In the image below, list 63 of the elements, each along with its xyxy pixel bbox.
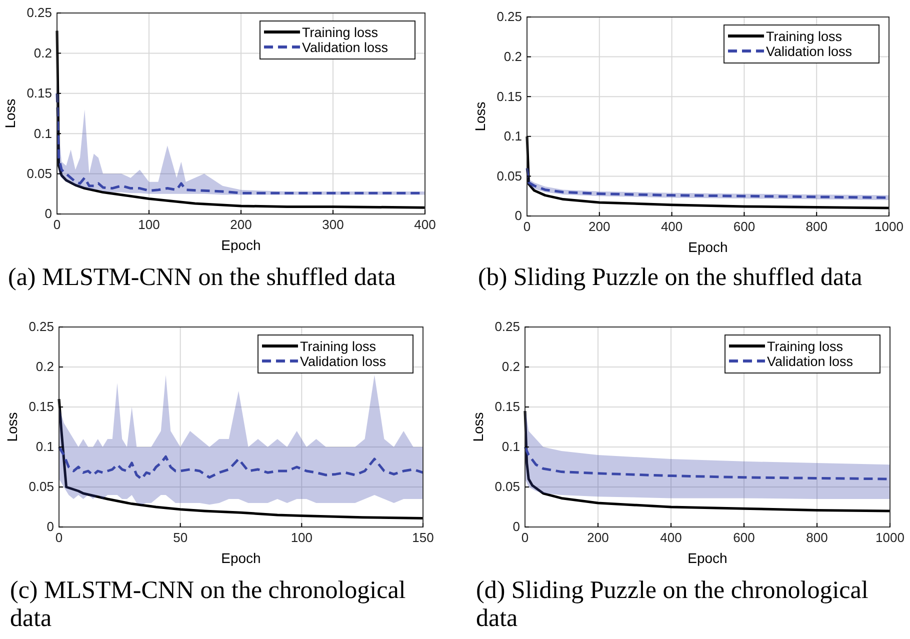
- y-tick-label: 0.15: [496, 88, 522, 104]
- x-tick-label: 800: [806, 530, 828, 546]
- x-tick-label: 1000: [874, 219, 904, 234]
- x-tick-label: 200: [587, 530, 609, 546]
- x-tick-label: 100: [290, 530, 313, 546]
- x-tick-label: 300: [322, 217, 344, 232]
- x-axis-title: Epoch: [221, 550, 261, 566]
- text: (c) MLSTM-CNN on the chronological data: [10, 577, 406, 632]
- x-axis-title: Epoch: [221, 237, 261, 253]
- y-tick-label: 0.05: [494, 479, 520, 494]
- x-tick-label: 600: [733, 219, 756, 234]
- y-tick-label: 0: [512, 519, 520, 534]
- x-tick-label: 150: [412, 530, 434, 546]
- line-series: [58, 398, 424, 520]
- x-tick-label: 400: [414, 217, 436, 232]
- legend-label: Training loss: [766, 29, 842, 44]
- y-tick-label: 0.15: [28, 399, 54, 414]
- x-axis-title: Epoch: [688, 550, 728, 566]
- y-axis-title: Loss: [472, 102, 488, 132]
- legend-label: Training loss: [767, 339, 844, 354]
- x-tick-label: 400: [660, 530, 682, 546]
- y-tick-label: 0.25: [28, 319, 54, 334]
- y-tick-label: 0.25: [496, 9, 522, 24]
- legend-label: Validation loss: [300, 354, 386, 369]
- y-tick-label: 0.15: [494, 399, 520, 414]
- y-tick-label: 0.05: [496, 168, 522, 184]
- x-axis-title: Epoch: [688, 239, 728, 255]
- y-tick-label: 0.25: [494, 319, 520, 334]
- x-tick-label: 200: [230, 217, 252, 232]
- line-series: [58, 446, 424, 480]
- y-tick-label: 0.1: [502, 439, 520, 454]
- legend-label: Validation loss: [767, 354, 854, 369]
- y-tick-label: 0.1: [36, 439, 54, 454]
- x-tick-label: 1000: [876, 530, 904, 546]
- text: (a) MLSTM-CNN on the shuffled data: [8, 264, 396, 291]
- x-tick-label: 100: [138, 217, 160, 232]
- y-tick-label: 0.05: [28, 479, 54, 494]
- x-tick-label: 200: [588, 219, 610, 234]
- legend-label: Validation loss: [302, 40, 388, 55]
- y-axis-title: Loss: [4, 412, 20, 442]
- y-tick-label: 0.2: [504, 48, 522, 64]
- y-tick-label: 0.1: [504, 128, 522, 144]
- legend-label: Training loss: [302, 25, 378, 40]
- x-tick-label: 50: [173, 530, 188, 546]
- legend-label: Validation loss: [766, 44, 852, 59]
- y-tick-label: 0.05: [26, 166, 52, 181]
- legend-label: Training loss: [300, 339, 376, 354]
- y-tick-label: 0.15: [26, 86, 52, 101]
- y-tick-label: 0: [46, 519, 54, 534]
- line-series: [524, 410, 892, 512]
- x-tick-label: 800: [806, 219, 828, 234]
- x-tick-label: 400: [660, 219, 683, 234]
- y-tick-label: 0.2: [34, 45, 52, 60]
- x-tick-label: 600: [733, 530, 755, 546]
- y-tick-label: 0.2: [36, 359, 54, 374]
- y-axis-title: Loss: [2, 98, 18, 128]
- y-axis-title: Loss: [470, 412, 486, 442]
- y-tick-label: 0.1: [34, 126, 52, 141]
- y-tick-label: 0.2: [502, 359, 520, 374]
- text: (b) Sliding Puzzle on the shuffled data: [478, 264, 862, 291]
- y-tick-label: 0: [44, 206, 52, 222]
- text: (d) Sliding Puzzle on the chronological data: [476, 577, 868, 632]
- y-tick-label: 0.25: [26, 5, 52, 20]
